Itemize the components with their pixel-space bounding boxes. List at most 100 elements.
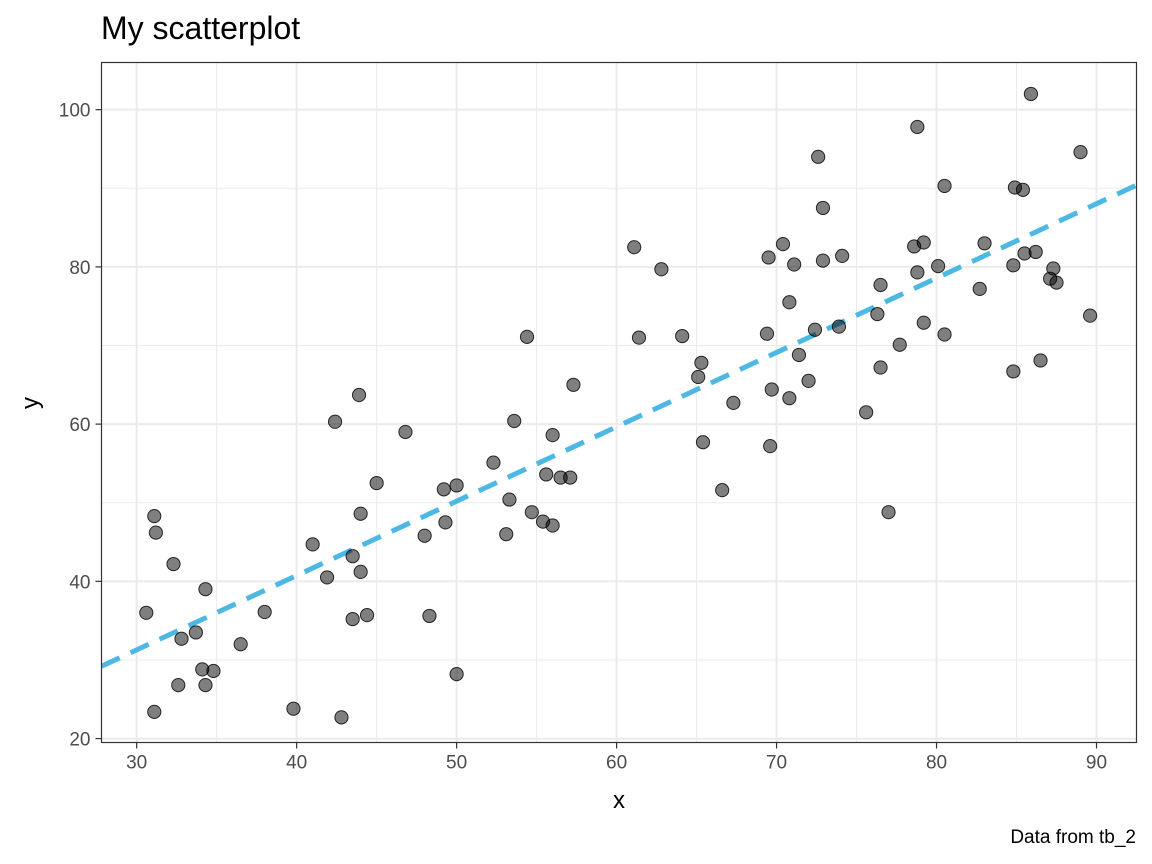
data-point xyxy=(545,518,560,533)
data-point xyxy=(870,306,885,322)
data-point xyxy=(499,527,514,542)
x-tick-label: 60 xyxy=(606,753,627,774)
x-tick-label: 80 xyxy=(926,753,947,774)
data-point xyxy=(147,508,162,524)
data-point xyxy=(815,253,831,268)
data-point xyxy=(1023,86,1039,102)
data-point xyxy=(351,387,367,403)
data-point xyxy=(811,149,826,164)
data-point xyxy=(147,704,162,719)
data-point xyxy=(807,322,823,337)
data-point xyxy=(345,549,360,564)
y-axis-title: y xyxy=(17,397,44,409)
data-point xyxy=(715,483,730,498)
data-point xyxy=(831,319,847,334)
data-point xyxy=(801,373,816,388)
data-point xyxy=(436,482,451,497)
data-point xyxy=(171,678,186,693)
data-point xyxy=(627,240,642,255)
data-point xyxy=(937,327,952,342)
data-point xyxy=(726,395,741,410)
x-tick-label: 90 xyxy=(1086,753,1107,774)
data-point xyxy=(398,424,413,440)
data-point xyxy=(782,391,797,406)
data-point xyxy=(519,329,535,344)
y-tick-label: 60 xyxy=(69,415,90,436)
data-point xyxy=(764,382,779,397)
data-point xyxy=(972,281,987,297)
x-axis-title: x xyxy=(613,787,625,814)
data-point xyxy=(353,564,368,580)
data-point xyxy=(449,667,464,682)
data-point xyxy=(835,248,850,263)
data-point xyxy=(892,337,907,352)
data-point xyxy=(654,262,669,277)
data-point xyxy=(438,515,453,530)
data-point xyxy=(782,295,797,310)
data-point xyxy=(881,505,896,520)
y-tick-label: 20 xyxy=(69,730,90,751)
data-point xyxy=(139,605,154,620)
data-point xyxy=(1006,364,1021,379)
y-axis: 20 40 60 80 100 xyxy=(59,101,102,751)
chart-caption: Data from tb_2 xyxy=(1010,827,1136,848)
data-point xyxy=(694,355,709,370)
data-point xyxy=(695,435,711,450)
data-point xyxy=(148,525,163,540)
data-point xyxy=(759,326,775,341)
data-point xyxy=(910,265,925,280)
data-point xyxy=(286,701,301,716)
x-tick-label: 40 xyxy=(286,753,307,774)
data-point xyxy=(345,611,360,627)
y-tick-label: 100 xyxy=(59,101,91,122)
data-point xyxy=(1049,275,1064,290)
data-points xyxy=(139,86,1098,725)
data-point xyxy=(815,200,831,216)
data-point xyxy=(198,678,213,693)
data-point xyxy=(507,413,522,429)
data-point xyxy=(319,570,335,585)
data-point xyxy=(524,505,539,520)
data-point xyxy=(977,236,992,251)
x-tick-label: 70 xyxy=(766,753,787,774)
data-point xyxy=(761,250,776,265)
data-point xyxy=(166,556,181,572)
data-point xyxy=(1015,182,1031,197)
x-axis: 30 40 50 60 70 80 90 xyxy=(126,742,1107,774)
data-point xyxy=(1046,261,1061,276)
data-point xyxy=(675,328,690,344)
data-point xyxy=(206,663,221,679)
data-point xyxy=(1073,145,1088,160)
data-point xyxy=(449,478,464,493)
data-point xyxy=(910,119,925,135)
data-point xyxy=(859,405,874,420)
data-point xyxy=(1006,258,1021,273)
data-point xyxy=(873,360,888,375)
data-point xyxy=(257,604,272,620)
data-point xyxy=(931,259,946,274)
data-point xyxy=(631,330,647,345)
data-point xyxy=(502,492,517,507)
y-tick-label: 80 xyxy=(69,258,90,279)
data-point xyxy=(359,608,375,623)
data-point xyxy=(1083,308,1098,323)
data-point xyxy=(353,506,368,521)
chart-title: My scatterplot xyxy=(101,10,300,46)
data-point xyxy=(305,537,320,552)
data-point xyxy=(916,315,931,330)
data-point xyxy=(566,377,581,392)
data-point xyxy=(763,439,778,454)
y-tick-label: 40 xyxy=(69,572,90,593)
data-point xyxy=(422,608,437,624)
data-point xyxy=(188,625,203,640)
data-point xyxy=(563,470,578,485)
panel-border xyxy=(100,61,1138,744)
data-point xyxy=(369,475,384,491)
data-point xyxy=(334,710,349,725)
data-point xyxy=(791,347,807,363)
data-point xyxy=(873,277,888,293)
data-point xyxy=(233,637,248,652)
minor-gridlines xyxy=(101,62,1137,743)
